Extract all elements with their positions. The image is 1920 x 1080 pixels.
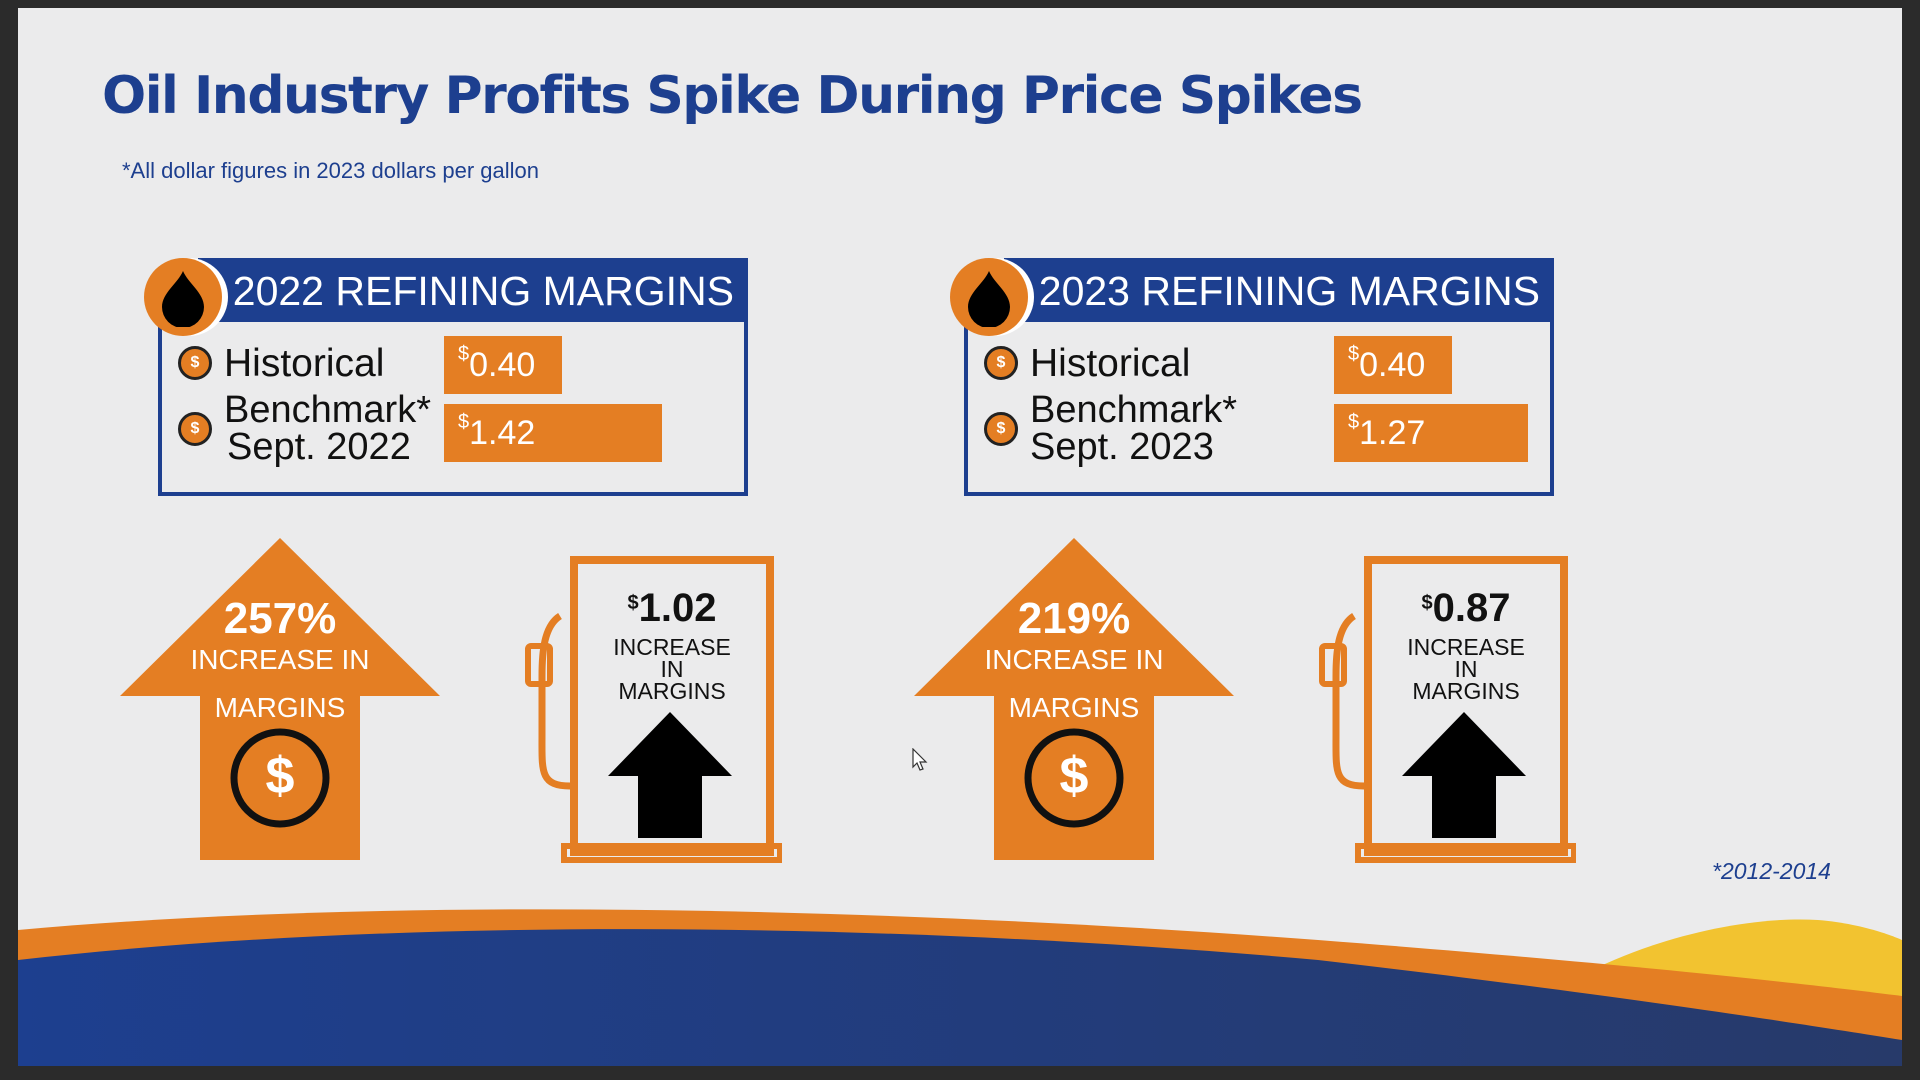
pump-line1: INCREASE [1407, 634, 1525, 660]
panel-body: $ Historical $0.40 $ Benchmark* Sept. 202… [964, 322, 1554, 496]
increase-in-margins-label: INCREASE IN MARGINS [574, 634, 770, 704]
panel-2022-margins: 2022 REFINING MARGINS $ Historical $0.40… [128, 258, 748, 498]
historical-label: Historical [1030, 342, 1191, 385]
percent-increase: 219% [1017, 594, 1131, 643]
benchmark-label: Benchmark* Sept. 2023 [1030, 389, 1237, 468]
benchmark-label: Benchmark* Sept. 2022 [224, 389, 431, 468]
increase-amount-value: 1.02 [638, 586, 717, 630]
pump-line3: MARGINS [1412, 678, 1520, 704]
pump-line2: IN [660, 656, 684, 682]
benchmark-label-line1: Benchmark* [1030, 389, 1237, 431]
increase-amount: $0.87 [1368, 586, 1564, 631]
dollar-sign-icon: $ [265, 747, 295, 805]
dollar-coin-icon: $ [178, 412, 212, 446]
oil-drop-icon [950, 258, 1028, 336]
currency-symbol: $ [627, 592, 639, 614]
dollar-coin-icon: $ [178, 346, 212, 380]
decorative-wave [18, 909, 1902, 1066]
mouse-cursor-icon [912, 748, 928, 771]
currency-symbol: $ [1348, 343, 1360, 365]
benchmark-value: $1.27 [1334, 404, 1528, 462]
footnote: *2012-2014 [1712, 858, 1831, 884]
up-arrow-icon [914, 538, 1234, 860]
dollar-coin-icon: $ [984, 346, 1018, 380]
margins-label: MARGINS [1008, 692, 1140, 723]
increase-amount-value: 0.87 [1432, 586, 1511, 630]
benchmark-label-line1: Benchmark* [224, 389, 431, 431]
gas-pump-icon [525, 556, 782, 863]
currency-symbol: $ [1348, 411, 1360, 433]
dollar-coin-icon: $ [984, 412, 1018, 446]
benchmark-label-line2: Sept. 2022 [227, 426, 411, 468]
panel-body: $ Historical $0.40 $ Benchmark* Sept. 202… [158, 322, 748, 496]
panel-header: 2023 REFINING MARGINS [1004, 258, 1554, 324]
slide-title: Oil Industry Profits Spike During Price … [102, 66, 1363, 126]
increase-in-margins-label: INCREASE IN MARGINS [1368, 634, 1564, 704]
benchmark-amount: 1.42 [469, 414, 536, 452]
benchmark-label-line2: Sept. 2023 [1030, 426, 1214, 468]
percent-increase-arrow-2022: 257% INCREASE IN MARGINS $ [120, 538, 440, 860]
oil-drop-icon [144, 258, 222, 336]
pump-line2: IN [1454, 656, 1478, 682]
margins-label: MARGINS [214, 692, 346, 723]
historical-amount: 0.40 [469, 346, 536, 384]
increase-in-label: INCREASE IN [984, 644, 1164, 675]
dollar-sign-icon: $ [1059, 747, 1089, 805]
currency-symbol: $ [458, 411, 470, 433]
panel-2023-margins: 2023 REFINING MARGINS $ Historical $0.40… [934, 258, 1554, 498]
increase-amount: $1.02 [574, 586, 770, 631]
gas-pump-icon [1319, 556, 1576, 863]
pump-line3: MARGINS [618, 678, 726, 704]
slide-subtitle: *All dollar figures in 2023 dollars per … [122, 158, 540, 183]
gas-pump-2023: $0.87 INCREASE IN MARGINS [1314, 556, 1576, 866]
percent-increase-arrow-2023: 219% INCREASE IN MARGINS $ [914, 538, 1234, 860]
historical-value: $0.40 [444, 336, 562, 394]
benchmark-amount: 1.27 [1359, 414, 1426, 452]
panel-header: 2022 REFINING MARGINS [198, 258, 748, 324]
gas-pump-2022: $1.02 INCREASE IN MARGINS [520, 556, 782, 866]
slide: Oil Industry Profits Spike During Price … [18, 8, 1902, 1066]
benchmark-value: $1.42 [444, 404, 662, 462]
currency-symbol: $ [458, 343, 470, 365]
percent-increase: 257% [223, 594, 337, 643]
pump-line1: INCREASE [613, 634, 731, 660]
historical-label: Historical [224, 342, 385, 385]
currency-symbol: $ [1421, 592, 1433, 614]
up-arrow-icon [120, 538, 440, 860]
increase-in-label: INCREASE IN [190, 644, 370, 675]
historical-amount: 0.40 [1359, 346, 1426, 384]
historical-value: $0.40 [1334, 336, 1452, 394]
